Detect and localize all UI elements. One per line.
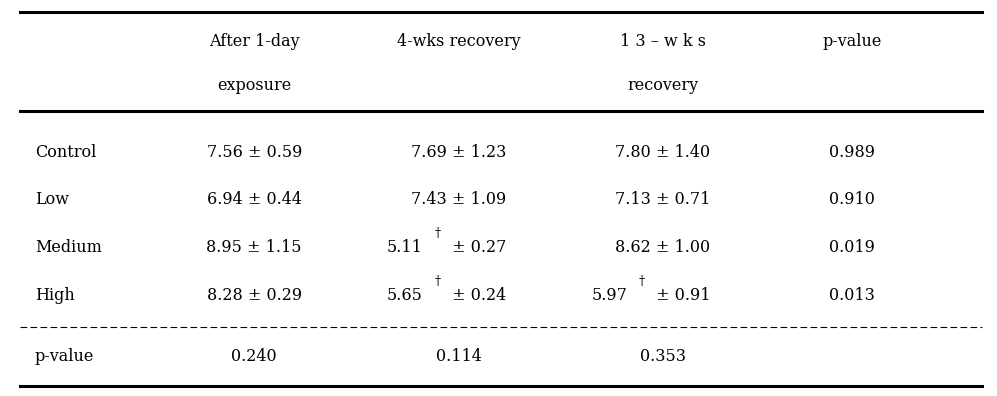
Text: 8.95 ± 1.15: 8.95 ± 1.15 <box>206 239 302 256</box>
Text: 1 3 – w k s: 1 3 – w k s <box>620 33 706 50</box>
Text: 5.97: 5.97 <box>591 287 627 303</box>
Text: ± 0.91: ± 0.91 <box>651 287 711 303</box>
Text: p‑value: p‑value <box>823 33 882 50</box>
Text: 0.353: 0.353 <box>640 348 686 365</box>
Text: †: † <box>639 275 645 287</box>
Text: recovery: recovery <box>627 77 699 93</box>
Text: 8.62 ± 1.00: 8.62 ± 1.00 <box>615 239 711 256</box>
Text: †: † <box>435 275 441 287</box>
Text: 0.910: 0.910 <box>830 192 875 208</box>
Text: 0.013: 0.013 <box>830 287 875 303</box>
Text: 7.80 ± 1.40: 7.80 ± 1.40 <box>615 144 711 161</box>
Text: Low: Low <box>35 192 69 208</box>
Text: Medium: Medium <box>35 239 102 256</box>
Text: 8.28 ± 0.29: 8.28 ± 0.29 <box>206 287 302 303</box>
Text: 7.69 ± 1.23: 7.69 ± 1.23 <box>411 144 506 161</box>
Text: 7.43 ± 1.09: 7.43 ± 1.09 <box>411 192 506 208</box>
Text: ± 0.24: ± 0.24 <box>447 287 505 303</box>
Text: 0.019: 0.019 <box>830 239 875 256</box>
Text: 5.65: 5.65 <box>387 287 423 303</box>
Text: exposure: exposure <box>217 77 291 93</box>
Text: p‑value: p‑value <box>35 348 95 365</box>
Text: †: † <box>435 227 441 240</box>
Text: 0.240: 0.240 <box>231 348 277 365</box>
Text: Control: Control <box>35 144 97 161</box>
Text: 0.114: 0.114 <box>436 348 482 365</box>
Text: 6.94 ± 0.44: 6.94 ± 0.44 <box>206 192 302 208</box>
Text: 5.11: 5.11 <box>387 239 423 256</box>
Text: 7.56 ± 0.59: 7.56 ± 0.59 <box>206 144 302 161</box>
Text: 7.13 ± 0.71: 7.13 ± 0.71 <box>615 192 711 208</box>
Text: 0.989: 0.989 <box>830 144 875 161</box>
Text: ± 0.27: ± 0.27 <box>447 239 506 256</box>
Text: After 1‑day: After 1‑day <box>209 33 299 50</box>
Text: 4‑wks recovery: 4‑wks recovery <box>397 33 520 50</box>
Text: High: High <box>35 287 75 303</box>
